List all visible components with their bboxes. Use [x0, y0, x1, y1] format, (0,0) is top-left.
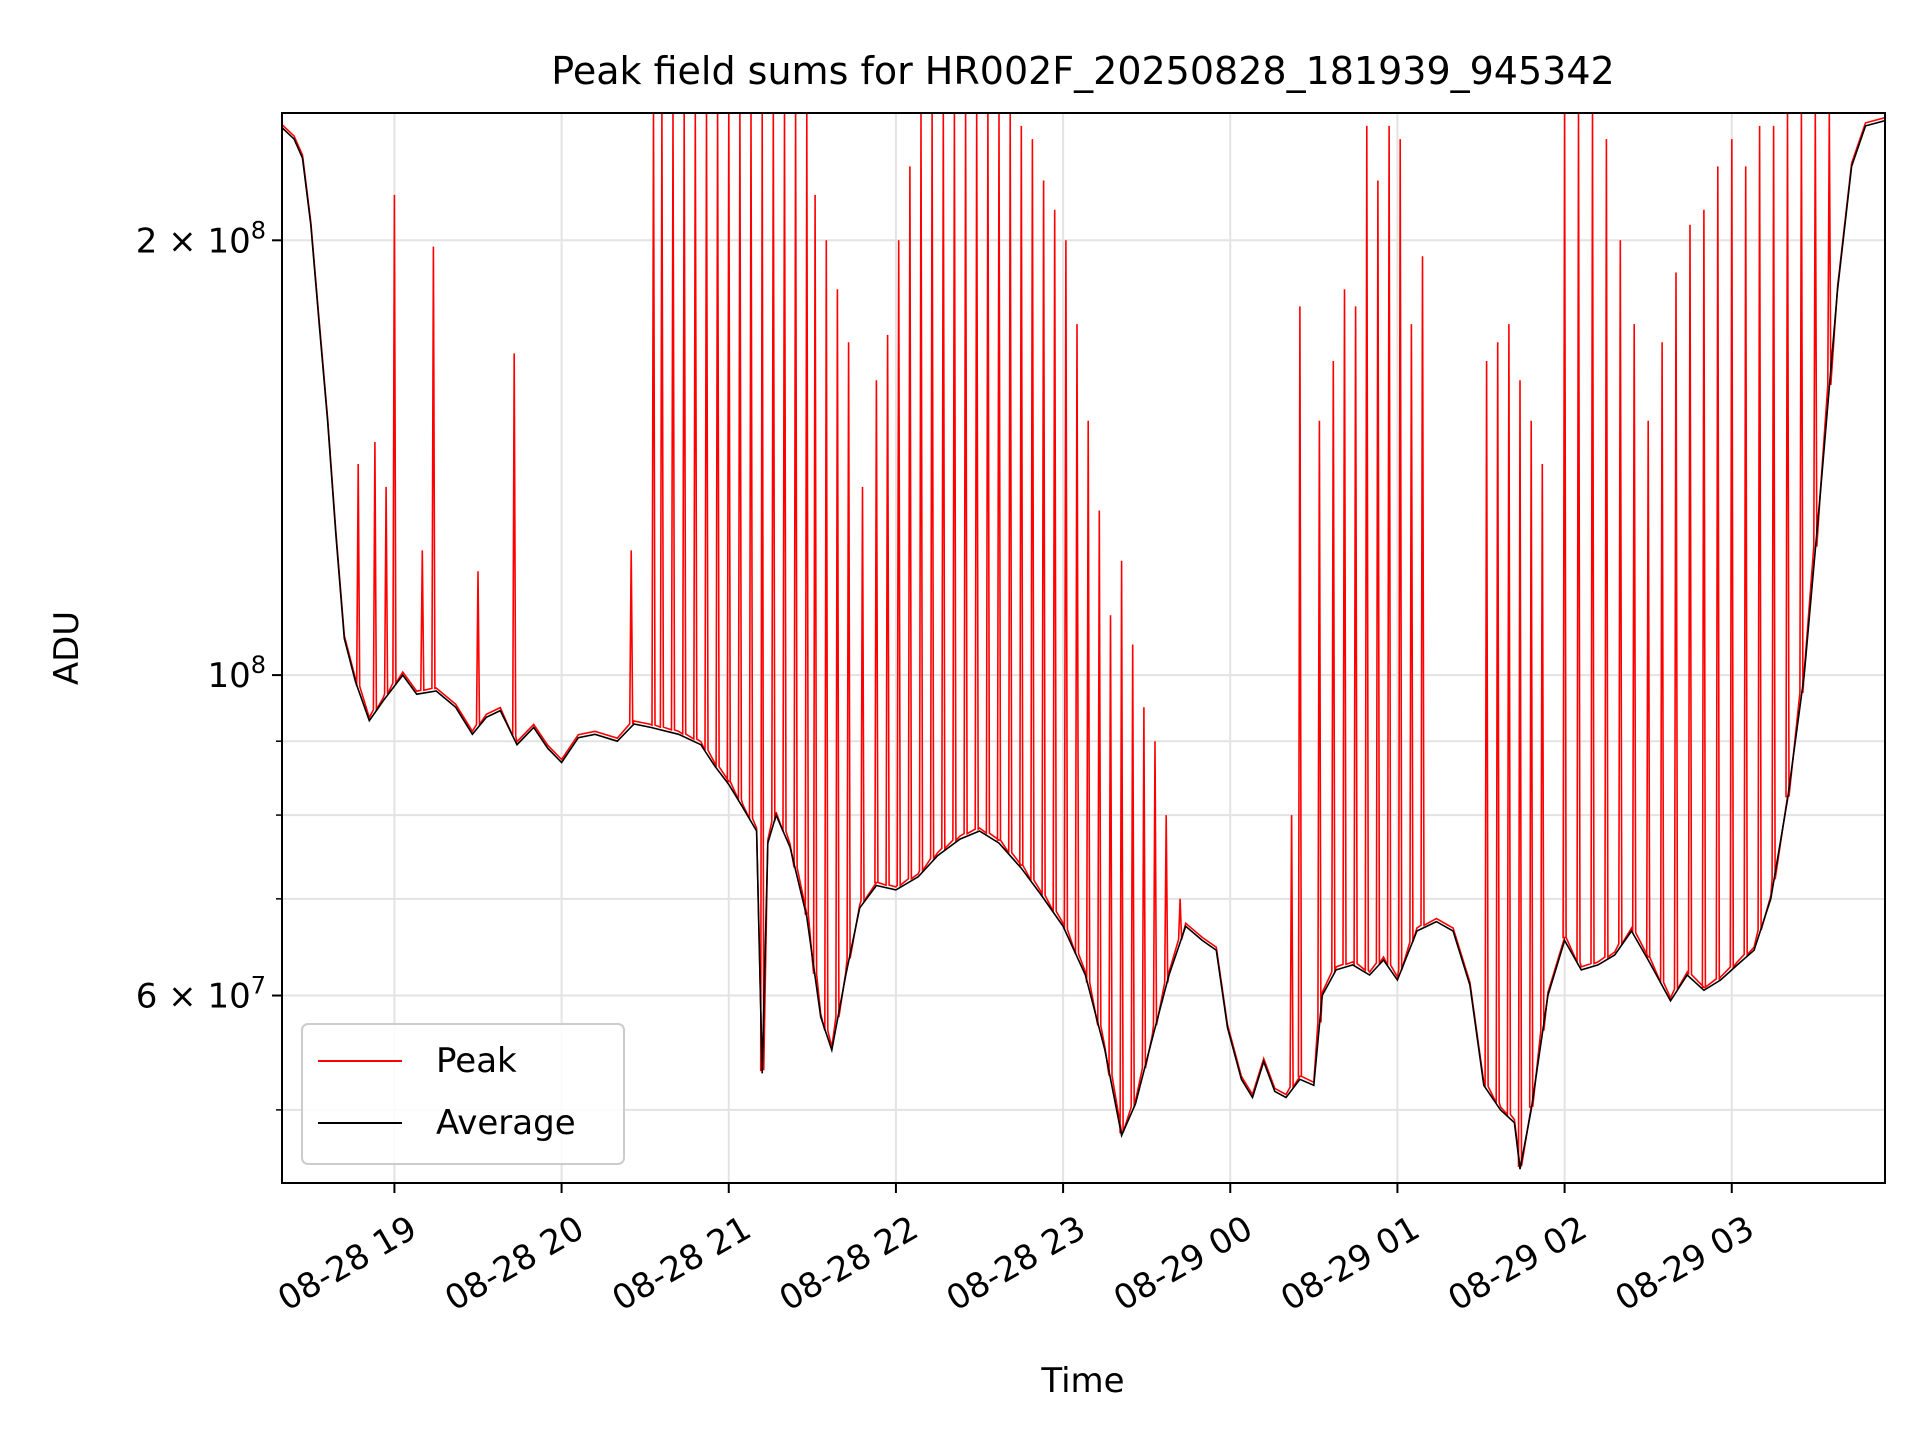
y-tick-label: 6 × 107	[136, 972, 266, 1017]
legend-average-label: Average	[436, 1103, 576, 1143]
plot-frame	[281, 112, 1886, 1184]
x-axis-label: Time	[1040, 1361, 1124, 1401]
y-axis-label: ADU	[47, 611, 87, 685]
series-peak-line	[282, 113, 1885, 1167]
plot-area	[282, 113, 1885, 1170]
y-tick-label: 2 × 108	[136, 216, 266, 261]
chart-title: Peak field sums for HR002F_20250828_1819…	[551, 49, 1614, 93]
series-average-line	[282, 119, 1885, 1170]
legend-box	[301, 1023, 625, 1165]
legend-peak-label: Peak	[436, 1041, 517, 1081]
grid	[282, 113, 1885, 1183]
legend: Peak Average	[301, 1023, 625, 1165]
